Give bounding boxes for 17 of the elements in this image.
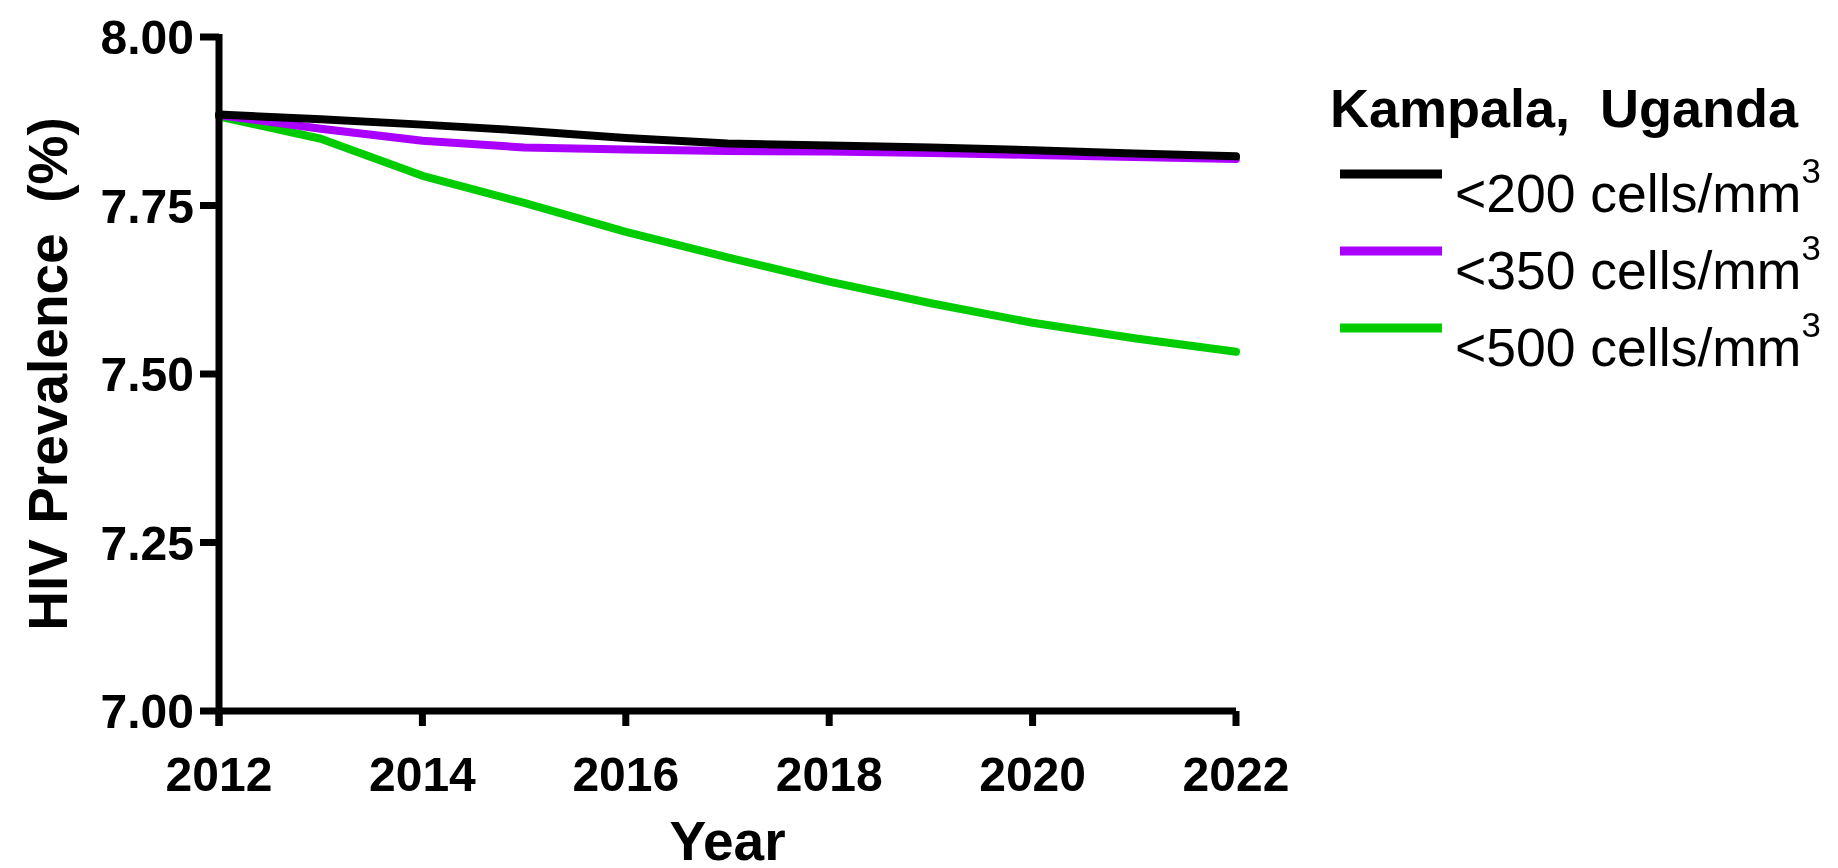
legend-title: Kampala, Uganda [1330, 78, 1800, 138]
x-tick-label: 2016 [572, 748, 680, 801]
x-tick-label: 2018 [775, 748, 883, 801]
y-axis-title: HIV Prevalence (%) [16, 117, 79, 631]
y-tick-label: 7.50 [100, 348, 194, 402]
legend-label: <500 cells/mm$^{3}$ [1455, 305, 1821, 377]
legend-label: <200 cells/mm$^{3}$ [1455, 151, 1821, 223]
x-tick-label: 2014 [369, 748, 477, 801]
y-tick-label: 8.00 [100, 11, 194, 65]
x-tick-label: 2022 [1182, 748, 1290, 801]
x-tick-label: 2012 [165, 748, 273, 801]
y-tick-label: 7.25 [100, 516, 194, 570]
y-tick-label: 7.75 [100, 179, 194, 233]
y-tick-label: 7.00 [100, 685, 194, 739]
x-axis-title: Year [669, 810, 786, 868]
legend-label: <350 cells/mm$^{3}$ [1455, 228, 1821, 300]
x-tick-label: 2020 [979, 748, 1086, 801]
